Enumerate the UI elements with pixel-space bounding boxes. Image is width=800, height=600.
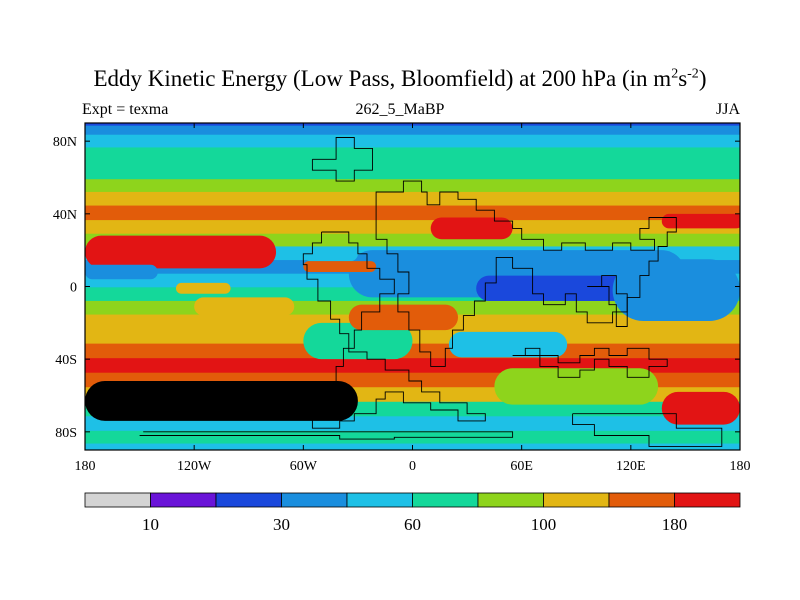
coastline <box>572 413 723 447</box>
coastlines <box>139 137 723 447</box>
title-text-mid: s <box>678 66 688 91</box>
title-sup-2: -2 <box>687 66 699 82</box>
zonal-band <box>85 205 740 223</box>
colorbar-swatch <box>477 492 544 508</box>
y-tick-label: 40S <box>55 353 77 368</box>
contour-blob <box>430 217 513 240</box>
colorbar-swatch <box>412 492 479 508</box>
contour-blob <box>303 246 358 262</box>
zonal-band <box>85 134 740 150</box>
y-tick-label: 80S <box>55 426 77 441</box>
contour-blob <box>303 261 377 272</box>
contour-blob <box>303 322 413 360</box>
contour-blob <box>348 304 458 331</box>
coastline <box>302 231 486 429</box>
title-text-end: ) <box>698 66 707 91</box>
contour-blob <box>85 380 358 421</box>
zonal-band <box>85 191 740 208</box>
x-tick-label: 120E <box>616 459 646 474</box>
x-tick-label: 120W <box>177 459 212 474</box>
contour-blob <box>85 264 158 280</box>
contour-blob <box>494 368 659 405</box>
y-tick-label: 0 <box>70 281 77 296</box>
contour-blob <box>448 331 568 358</box>
colorbar-label: 60 <box>404 515 421 534</box>
zonal-band <box>85 147 740 166</box>
colorbar-swatch <box>608 492 675 508</box>
zonal-band <box>85 125 740 137</box>
subtitle-right: JJA <box>715 101 740 118</box>
colorbar-label: 180 <box>662 515 688 534</box>
x-tick-label: 180 <box>75 459 96 474</box>
contour-features <box>85 213 740 425</box>
colorbar-label: 100 <box>531 515 557 534</box>
colorbar-swatch <box>674 492 741 508</box>
contour-blob <box>85 235 277 269</box>
zonal-band <box>85 430 740 446</box>
coastline <box>587 275 628 327</box>
chart-title: Eddy Kinetic Energy (Low Pass, Bloomfiel… <box>0 66 800 92</box>
coastline <box>375 180 677 367</box>
x-tick-label: 0 <box>409 459 416 474</box>
colorbar-label: 10 <box>142 515 159 534</box>
contour-blob <box>476 275 631 302</box>
x-tick-label: 60W <box>290 459 318 474</box>
coastline <box>512 347 668 378</box>
contour-blob <box>175 282 231 294</box>
x-axis: 180 120W 60W 0 60E 120E 180 <box>75 123 751 474</box>
colorbar-swatch <box>281 492 348 508</box>
contour-blob <box>612 259 740 322</box>
colorbar-swatch <box>84 492 151 508</box>
contour-map <box>85 123 740 450</box>
colorbar-swatch <box>215 492 282 508</box>
zonal-band <box>85 163 740 182</box>
x-tick-label: 180 <box>730 459 751 474</box>
contour-blob <box>661 391 740 425</box>
colorbar-label: 30 <box>273 515 290 534</box>
y-axis: 80N 40N 0 40S 80S <box>53 135 740 441</box>
contour-blob <box>194 297 295 316</box>
coastline <box>311 137 373 182</box>
colorbar-swatch <box>346 492 413 508</box>
zonal-band <box>85 329 740 346</box>
title-sup-1: 2 <box>671 66 679 82</box>
colorbar: 10 30 60 100 180 <box>84 492 741 534</box>
y-tick-label: 80N <box>53 135 77 150</box>
coastline <box>139 431 514 440</box>
zonal-band <box>85 343 740 361</box>
subtitle-center: 262_5_MaBP <box>355 101 445 118</box>
x-tick-label: 60E <box>510 459 533 474</box>
contour-blob <box>661 213 740 229</box>
colorbar-swatch <box>150 492 217 508</box>
y-tick-label: 40N <box>53 208 77 223</box>
subtitle-left: Expt = texma <box>82 101 169 118</box>
zonal-band <box>85 220 740 236</box>
zonal-band <box>85 179 740 194</box>
title-text-main: Eddy Kinetic Energy (Low Pass, Bloomfiel… <box>93 66 672 91</box>
colorbar-swatch <box>543 492 610 508</box>
